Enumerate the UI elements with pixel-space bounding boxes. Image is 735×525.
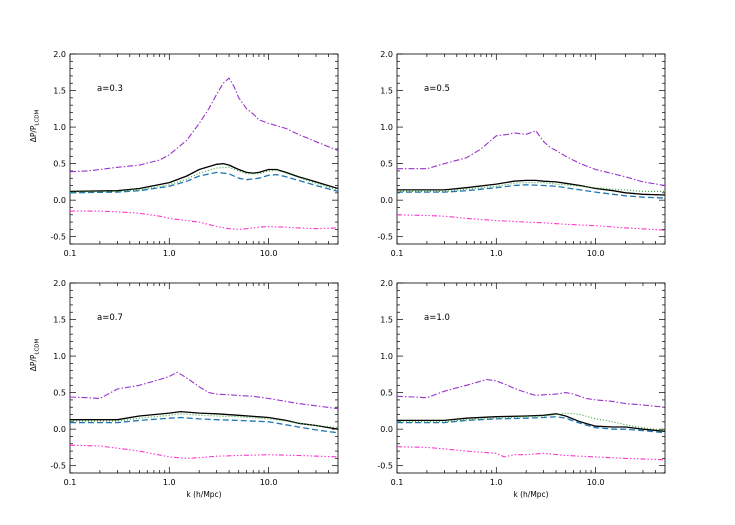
series-line-2 [397,179,665,196]
x-tick-label: 0.1 [391,478,404,487]
y-tick-label: 1.5 [53,316,66,325]
y-tick-label: 0.5 [53,389,66,398]
y-tick-label: 2.0 [53,279,66,288]
y-axis-title-subscript: LCDM [35,338,41,354]
series-line-4 [397,412,665,432]
y-tick-label: 1.5 [380,316,393,325]
y-tick-label: 0.0 [380,196,393,205]
x-tick-label: 0.1 [391,249,404,258]
y-tick-label: 0.0 [53,425,66,434]
y-tick-label: 0.0 [53,196,66,205]
x-tick-label: 1.0 [163,249,176,258]
panel-1: 0.1 1.0 10.0 -0.5 0.0 0.5 1.0 1.5 2.0 a=0.3 ΔP/PLC… [29,50,339,258]
y-tick-label: 1.5 [53,87,66,96]
x-tick-label: 10.0 [260,249,278,258]
series-line-5 [70,210,338,230]
y-tick-label: -0.5 [50,233,66,242]
y-axis-title-main: ΔP/P [29,354,38,371]
y-tick-label: 2.0 [380,279,393,288]
x-tick-label: 10.0 [587,478,605,487]
x-tick-label: 0.1 [64,478,77,487]
y-tick-label: 1.5 [380,87,393,96]
series-line-1 [397,130,665,187]
x-axis-title: k (h/Mpc) [513,490,548,499]
x-tick-label: 10.0 [260,478,278,487]
panel-4: 0.1 1.0 10.0 -0.5 0.0 0.5 1.0 1.5 2.0 a=1.0 k (h/M… [377,279,666,499]
x-tick-label: 1.0 [490,478,503,487]
y-tick-label: 1.0 [53,123,66,132]
series-line-3 [70,171,338,194]
y-tick-label: 0.5 [380,160,393,169]
series-group [397,378,665,461]
y-tick-label: 0.5 [380,389,393,398]
y-tick-label: -0.5 [377,462,393,471]
x-tick-label: 1.0 [490,249,503,258]
series-line-2 [70,410,338,430]
panel-2: 0.1 1.0 10.0 -0.5 0.0 0.5 1.0 1.5 2.0 a=0.5 [377,50,666,258]
series-group [397,130,665,231]
panel-label: a=1.0 [424,313,450,323]
x-axis-title: k (h/Mpc) [186,490,221,499]
series-group [70,371,338,459]
plot-frame [69,53,339,245]
x-tick-label: 10.0 [587,249,605,258]
y-axis-title-subscript: LCDM [35,109,41,125]
panel-3: 0.1 1.0 10.0 -0.5 0.0 0.5 1.0 1.5 2.0 a=0.7 ΔP/PLC… [29,279,339,499]
y-tick-label: -0.5 [377,233,393,242]
y-tick-label: 1.0 [380,123,393,132]
series-group [70,77,338,230]
series-line-3 [397,416,665,434]
series-line-2 [70,162,338,193]
panel-label: a=0.3 [97,84,123,94]
x-tick-label: 1.0 [163,478,176,487]
series-line-1 [70,77,338,173]
y-tick-label: 2.0 [53,50,66,59]
panel-label: a=0.7 [97,313,123,323]
series-line-4 [70,413,338,429]
series-line-3 [397,184,665,199]
plot-frame [396,53,666,245]
y-axis-title-main: ΔP/P [29,125,38,142]
y-tick-label: 2.0 [380,50,393,59]
plot-frame [396,282,666,474]
plot-frame [69,282,339,474]
y-tick-label: 0.0 [380,425,393,434]
series-line-3 [70,416,338,434]
x-tick-label: 0.1 [64,249,77,258]
series-line-1 [70,371,338,410]
series-line-4 [397,182,665,192]
y-tick-label: 1.0 [380,352,393,361]
y-tick-label: 1.0 [53,352,66,361]
y-axis-title: ΔP/PLCDM [29,338,41,371]
series-line-5 [397,446,665,461]
y-tick-label: 0.5 [53,160,66,169]
y-axis-title: ΔP/PLCDM [29,109,41,142]
series-line-4 [70,166,338,193]
series-line-1 [397,378,665,408]
series-line-5 [397,214,665,231]
series-line-5 [70,444,338,459]
panel-label: a=0.5 [424,84,450,94]
series-line-2 [397,413,665,432]
y-tick-label: -0.5 [50,462,66,471]
